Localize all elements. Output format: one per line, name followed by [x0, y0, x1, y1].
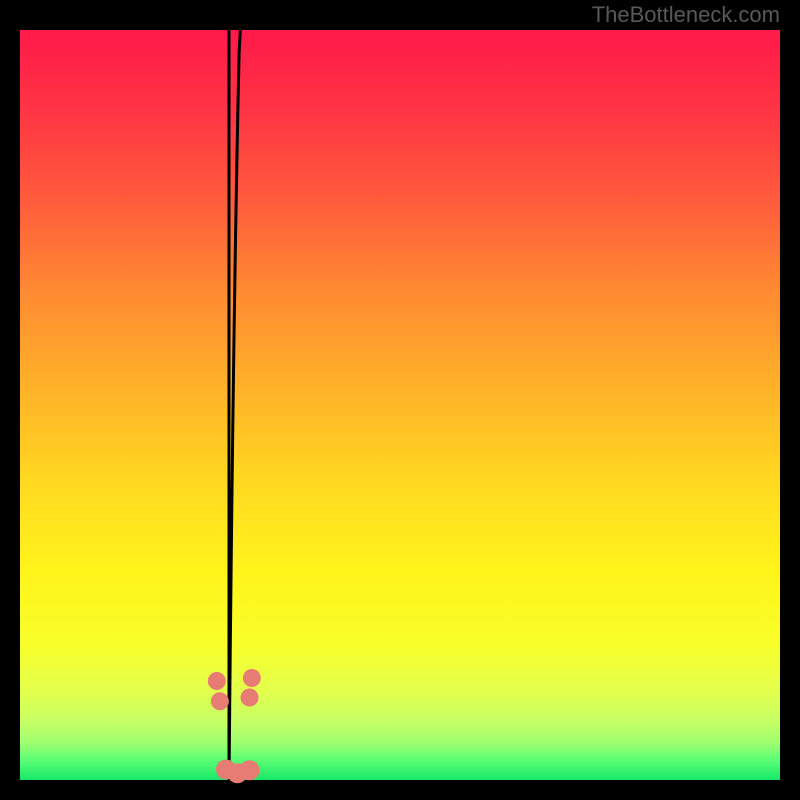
bottleneck-chart — [0, 0, 800, 800]
watermark-text: TheBottleneck.com — [592, 2, 780, 28]
gradient-background — [20, 30, 780, 780]
data-point — [241, 689, 259, 707]
data-point — [243, 669, 261, 687]
data-point — [208, 672, 226, 690]
data-point — [211, 692, 229, 710]
chart-container: TheBottleneck.com — [0, 0, 800, 800]
data-point — [240, 760, 260, 780]
